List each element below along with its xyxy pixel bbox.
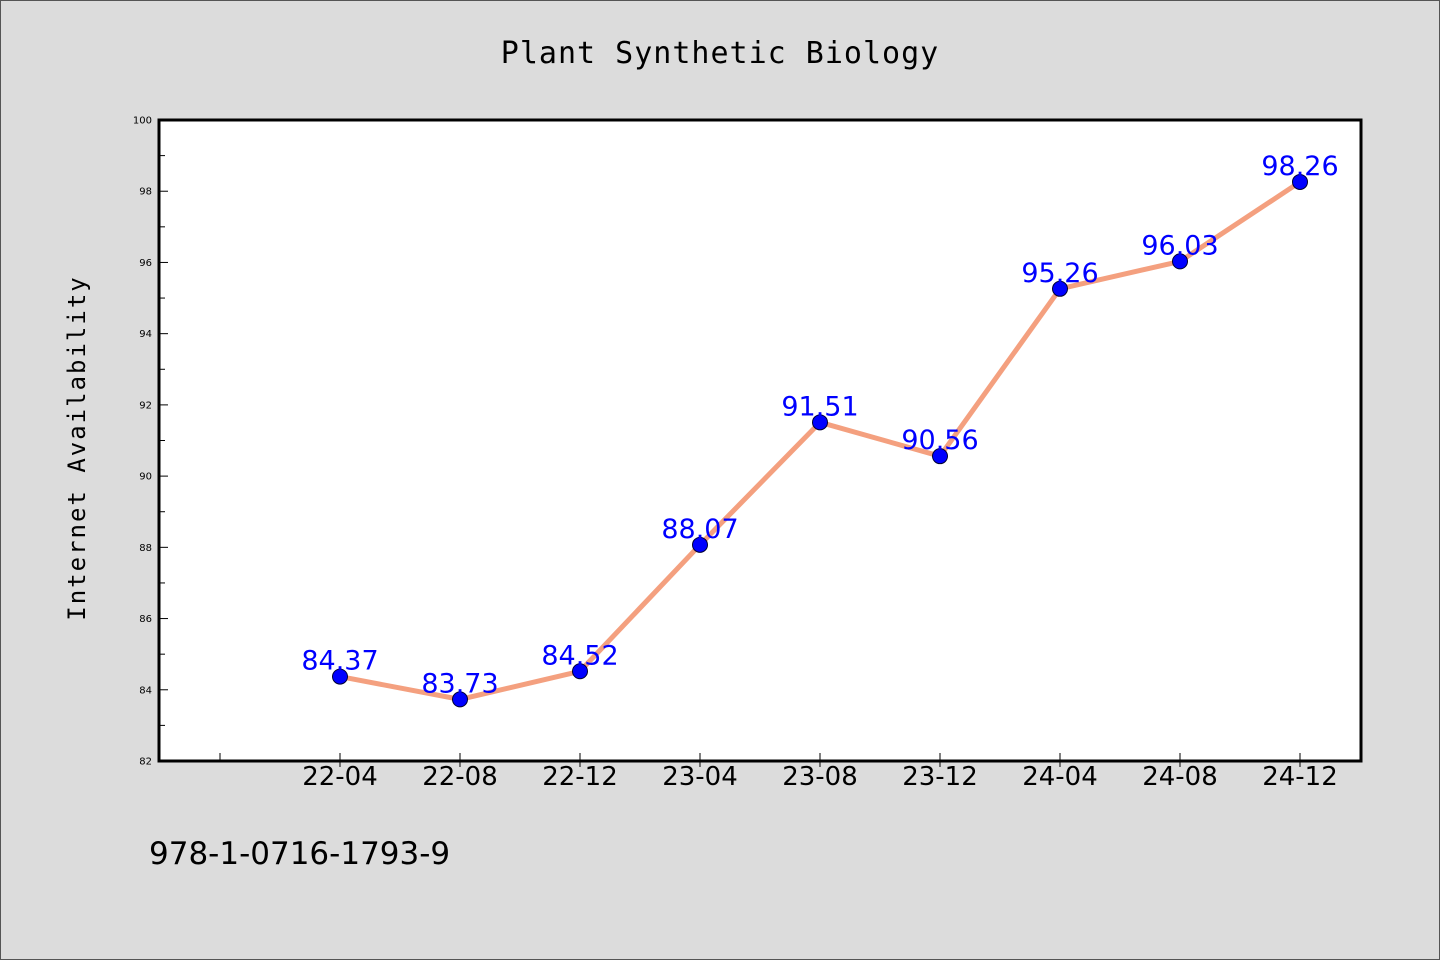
y-tick-label: 92 (139, 400, 152, 411)
x-axis-ticks: 22-04 22-08 22-12 23-04 23-08 23-12 24-04 24-08… (219, 753, 1338, 792)
x-tick-label: 24-12 (1262, 762, 1338, 792)
y-axis-label: Internet Availability (63, 275, 91, 620)
y-tick-label: 100 (133, 116, 152, 127)
x-tick-label: 22-12 (542, 762, 618, 792)
data-value-label: 96.03 (1141, 230, 1218, 261)
data-labels: 84.37 83.73 84.52 88.07 91.51 90.56 95.26 96.03… (301, 151, 1338, 699)
data-point-marker (1052, 280, 1068, 297)
data-value-label: 84.37 (301, 646, 378, 677)
data-value-label: 88.07 (661, 514, 738, 545)
isbn-footer: 978-1-0716-1793-9 (149, 836, 450, 872)
data-point-marker (452, 691, 468, 708)
y-tick-label: 94 (139, 329, 152, 340)
data-point-marker (812, 414, 828, 431)
x-tick-label: 22-04 (302, 762, 378, 792)
chart-title: Plant Synthetic Biology (501, 36, 939, 71)
y-axis-ticks: 82 84 86 88 90 92 94 96 98 100 (133, 116, 168, 768)
x-tick-label: 24-08 (1142, 762, 1218, 792)
data-point-marker (1292, 173, 1308, 190)
data-point-marker (932, 448, 948, 465)
data-value-label: 95.26 (1021, 258, 1098, 289)
y-tick-label: 90 (139, 472, 152, 483)
data-value-label: 84.52 (541, 640, 618, 671)
y-tick-label: 82 (139, 757, 152, 768)
y-tick-label: 84 (139, 685, 152, 696)
data-value-label: 98.26 (1261, 151, 1338, 182)
data-point-marker (572, 663, 588, 680)
data-markers (332, 173, 1308, 708)
x-tick-label: 23-04 (662, 762, 738, 792)
data-point-marker (332, 668, 348, 685)
y-tick-label: 88 (139, 543, 152, 554)
data-value-label: 91.51 (781, 391, 858, 422)
x-tick-label: 23-12 (902, 762, 978, 792)
y-tick-label: 98 (139, 187, 152, 198)
x-tick-label: 22-08 (422, 762, 498, 792)
plot-area (157, 118, 1363, 763)
data-value-label: 90.56 (901, 425, 978, 456)
y-tick-label: 86 (139, 614, 152, 625)
data-point-marker (692, 536, 708, 553)
data-value-label: 83.73 (421, 668, 498, 699)
y-tick-label: 96 (139, 258, 152, 269)
x-tick-label: 24-04 (1022, 762, 1098, 792)
x-tick-label: 23-08 (782, 762, 858, 792)
data-point-marker (1172, 253, 1188, 270)
